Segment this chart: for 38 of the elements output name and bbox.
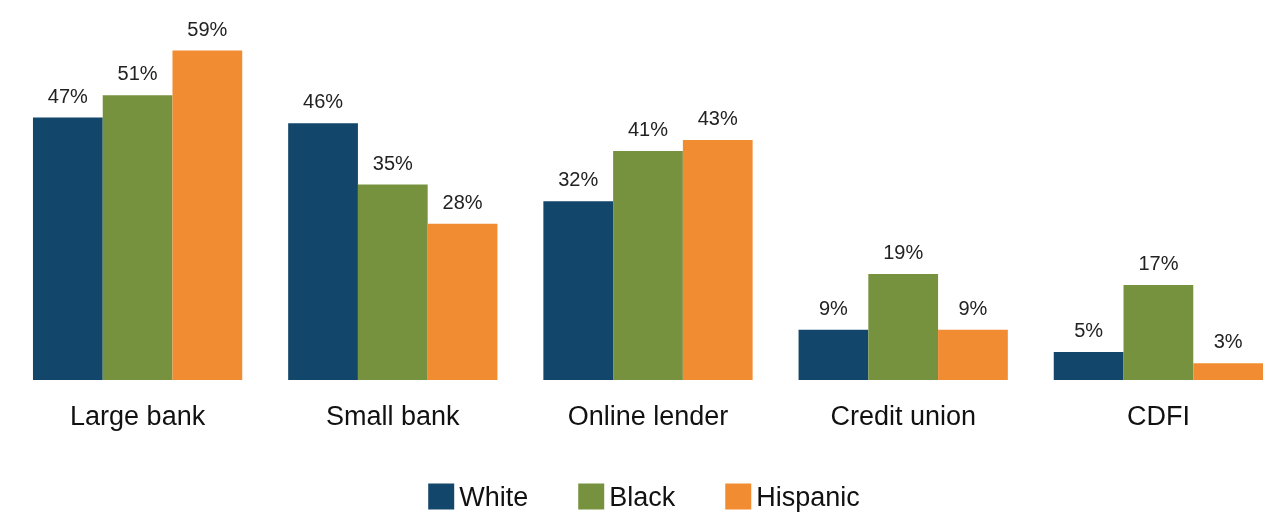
bar: [613, 151, 683, 380]
data-label: 35%: [372, 151, 414, 174]
data-label: 43%: [697, 106, 738, 129]
data-label: 51%: [117, 62, 158, 85]
bar: [938, 329, 1008, 380]
bar: [1123, 285, 1194, 380]
bar: [1193, 363, 1264, 380]
bar: [172, 50, 243, 380]
data-label: 17%: [1138, 252, 1179, 275]
data-label: 32%: [558, 168, 599, 191]
legend-label: Hispanic: [756, 481, 860, 512]
x-tick-label: Credit union: [830, 400, 976, 431]
data-label: 3%: [1213, 330, 1243, 353]
bar: [543, 201, 614, 380]
data-label: 19%: [883, 240, 924, 263]
data-label: 46%: [303, 90, 344, 113]
x-tick-label: Large bank: [70, 400, 206, 431]
bar: [682, 139, 753, 380]
bar: [798, 329, 869, 380]
x-tick-label: Small bank: [326, 400, 461, 431]
bar: [1053, 352, 1124, 380]
bar: [102, 95, 173, 380]
x-tick-label: Online lender: [567, 400, 729, 431]
data-label: 5%: [1074, 319, 1104, 342]
bar: [868, 273, 939, 380]
x-tick-label: CDFI: [1126, 400, 1190, 431]
legend-label: White: [459, 481, 529, 512]
data-label: 41%: [627, 118, 669, 141]
data-label: 9%: [818, 296, 849, 319]
bar: [427, 223, 498, 380]
bar: [288, 123, 358, 380]
bar: [357, 184, 428, 380]
data-label: 59%: [187, 17, 228, 40]
data-label: 28%: [442, 190, 483, 213]
bar: [32, 117, 103, 380]
data-label: 47%: [47, 84, 89, 107]
legend-label: Black: [609, 481, 676, 512]
data-label: 9%: [958, 296, 988, 319]
